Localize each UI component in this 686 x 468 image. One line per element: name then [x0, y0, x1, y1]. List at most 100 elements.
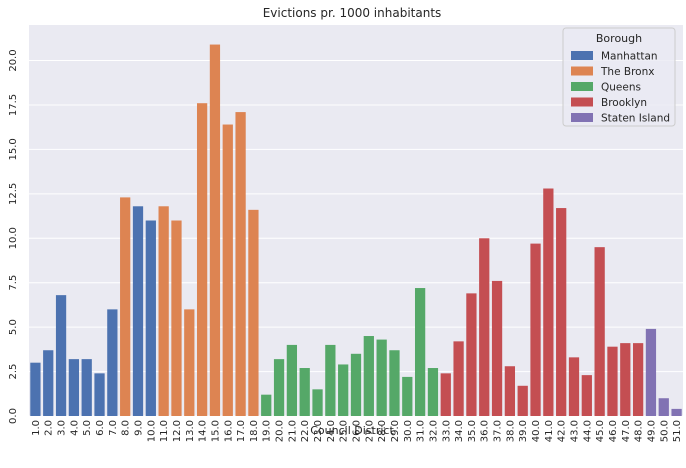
y-tick-label: 15.0: [8, 138, 19, 160]
x-tick-label: 37.0: [493, 420, 504, 442]
x-axis-label: Council District: [310, 424, 394, 437]
x-tick-label: 17.0: [236, 420, 247, 442]
bar: [55, 295, 67, 416]
x-axis-ticks: 1.0 2.0 3.0 4.0 5.0 6.0 7.0 8.0 9.0 10.0 11.0 12.0 1…: [31, 420, 683, 442]
x-tick-label: 44.0: [582, 420, 593, 442]
y-tick-label: 12.5: [8, 183, 19, 205]
legend-label: Queens: [601, 82, 641, 94]
x-tick-label: 51.0: [672, 420, 683, 442]
x-tick-label: 23.0: [313, 420, 324, 442]
y-tick-label: 10.0: [8, 227, 19, 249]
x-tick-label: 3.0: [57, 420, 68, 436]
bar: [581, 375, 592, 416]
x-tick-label: 43.0: [570, 420, 581, 442]
bar: [273, 359, 285, 416]
bar: [222, 124, 233, 416]
bar: [299, 368, 310, 416]
y-tick-label: 0.0: [8, 408, 19, 424]
bar: [479, 238, 490, 416]
bar: [594, 247, 605, 416]
x-tick-label: 45.0: [595, 420, 606, 442]
x-tick-label: 14.0: [198, 420, 209, 442]
bar: [158, 206, 169, 416]
x-tick-label: 12.0: [172, 420, 183, 442]
bar: [453, 341, 464, 416]
bar: [414, 288, 426, 416]
bar: [261, 394, 272, 416]
bar: [145, 220, 156, 416]
bar: [671, 408, 682, 416]
x-tick-label: 19.0: [262, 420, 273, 442]
x-tick-label: 21.0: [287, 420, 298, 442]
bar: [171, 220, 182, 416]
legend-swatch: [571, 113, 593, 122]
legend-label: Staten Island: [601, 113, 670, 125]
bar: [43, 350, 54, 416]
bar: [81, 359, 92, 416]
bar: [632, 343, 644, 416]
bar: [209, 44, 221, 417]
bar: [94, 373, 105, 416]
x-tick-label: 41.0: [544, 420, 555, 442]
bar: [376, 339, 387, 416]
x-tick-label: 46.0: [608, 420, 619, 442]
bar: [556, 208, 567, 416]
y-tick-label: 7.5: [8, 275, 19, 291]
bar: [338, 364, 349, 416]
x-tick-label: 18.0: [249, 420, 260, 442]
x-tick-label: 26.0: [352, 420, 363, 442]
x-tick-label: 50.0: [659, 420, 670, 442]
y-tick-label: 20.0: [8, 49, 19, 71]
bar: [184, 309, 195, 416]
y-tick-label: 2.5: [8, 364, 19, 380]
bar: [607, 346, 618, 416]
x-tick-label: 38.0: [505, 420, 516, 442]
bar: [568, 357, 580, 416]
bar: [350, 353, 362, 416]
bar: [517, 385, 528, 416]
bar: [107, 309, 118, 416]
x-tick-label: 25.0: [339, 420, 350, 442]
x-tick-label: 33.0: [441, 420, 452, 442]
x-tick-label: 22.0: [300, 420, 311, 442]
x-tick-label: 40.0: [531, 420, 542, 442]
bar: [196, 103, 208, 416]
x-tick-label: 42.0: [557, 420, 568, 442]
x-tick-label: 9.0: [134, 420, 145, 436]
x-tick-label: 29.0: [390, 420, 401, 442]
x-tick-label: 15.0: [210, 420, 221, 442]
x-tick-label: 32.0: [428, 420, 439, 442]
bar: [440, 373, 451, 416]
bar: [286, 344, 298, 416]
x-tick-label: 39.0: [518, 420, 529, 442]
x-tick-label: 34.0: [454, 420, 465, 442]
bar: [543, 188, 554, 416]
bars: [30, 44, 682, 417]
legend-swatch: [571, 82, 593, 91]
bar: [235, 112, 246, 416]
x-tick-label: 16.0: [223, 420, 234, 442]
bar: [620, 343, 631, 416]
legend: Borough Manhattan The Bronx Queens Brooklyn…: [562, 27, 676, 127]
chart-title: Evictions pr. 1000 inhabitants: [263, 6, 442, 20]
x-tick-label: 48.0: [634, 420, 645, 442]
bar: [530, 243, 541, 416]
bar: [389, 350, 400, 416]
bar: [427, 368, 439, 416]
x-tick-label: 11.0: [159, 420, 170, 442]
x-tick-label: 27.0: [364, 420, 375, 442]
legend-entries: Manhattan The Bronx Queens Brooklyn Staten I…: [571, 51, 670, 125]
x-tick-label: 7.0: [108, 420, 119, 436]
bar: [325, 344, 336, 416]
y-tick-label: 5.0: [8, 319, 19, 335]
x-tick-label: 8.0: [121, 420, 132, 436]
x-tick-label: 36.0: [480, 420, 491, 442]
x-tick-label: 6.0: [95, 420, 106, 436]
legend-swatch: [571, 66, 593, 76]
x-tick-label: 47.0: [621, 420, 632, 442]
legend-label: The Bronx: [600, 66, 654, 78]
legend-label: Manhattan: [601, 51, 658, 63]
x-tick-label: 10.0: [146, 420, 157, 442]
x-tick-label: 5.0: [82, 420, 93, 436]
